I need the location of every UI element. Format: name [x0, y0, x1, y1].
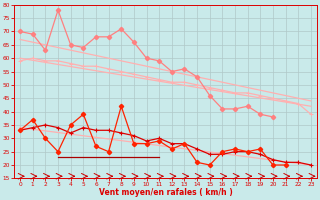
X-axis label: Vent moyen/en rafales ( km/h ): Vent moyen/en rafales ( km/h ) — [99, 188, 232, 197]
